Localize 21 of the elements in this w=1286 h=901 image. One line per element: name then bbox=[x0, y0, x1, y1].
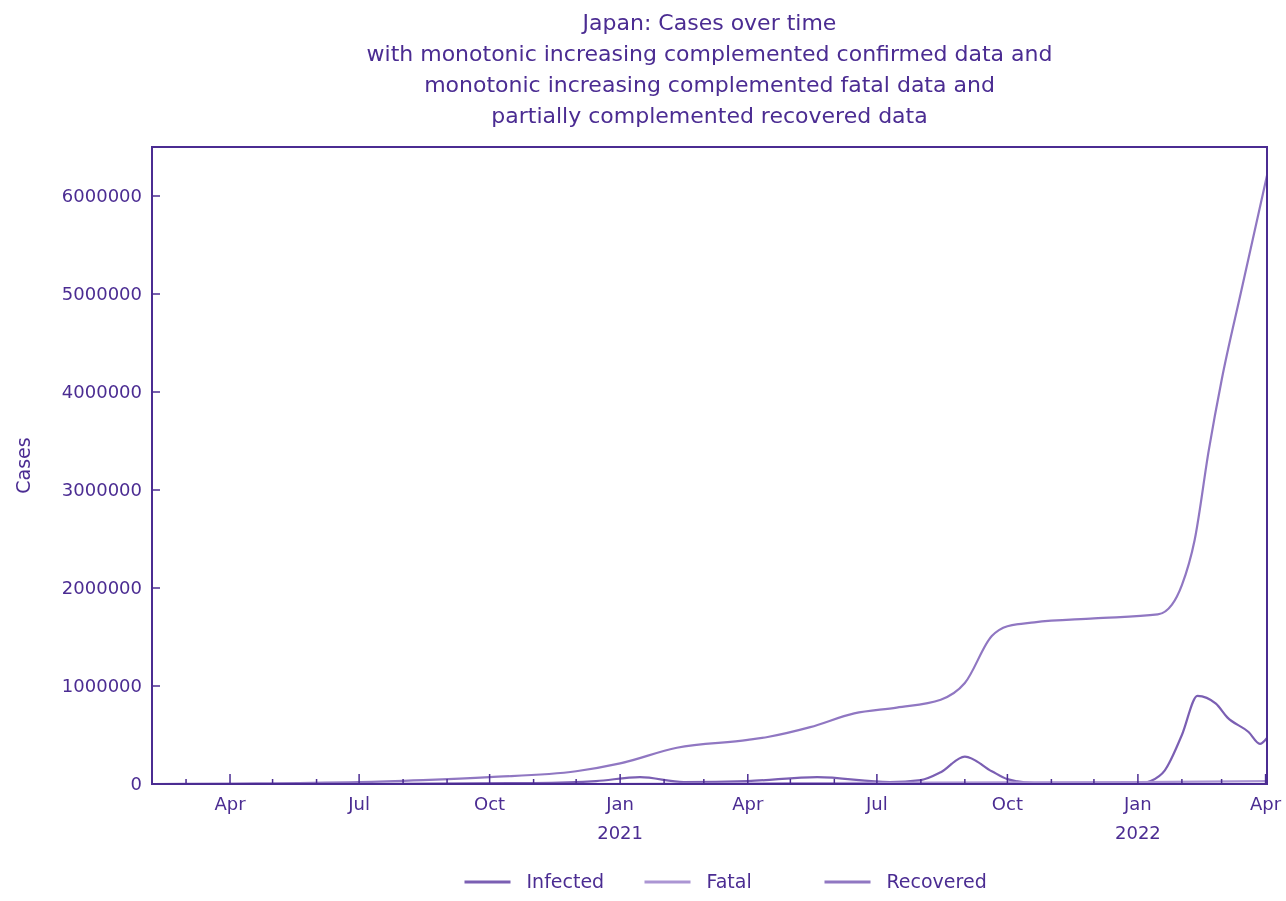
x-tick-label: Apr bbox=[214, 793, 247, 814]
legend-label: Infected bbox=[526, 870, 605, 892]
y-axis-title: Cases bbox=[12, 437, 34, 494]
x-tick-label: Oct bbox=[474, 793, 506, 814]
legend-label: Recovered bbox=[886, 870, 987, 892]
chart-title: Japan: Cases over time with monotonic increasing complemented confirmed data and monotonic increasing complemented fatal data and partially complemented recovered data bbox=[366, 10, 1053, 128]
x-tick-label: Jan 2021 bbox=[597, 793, 644, 843]
y-tick-label: 6000000 bbox=[61, 185, 142, 207]
x-tick-label: Jul bbox=[347, 793, 370, 814]
y-tick-label: 4000000 bbox=[61, 381, 142, 403]
legend-label: Fatal bbox=[706, 870, 752, 892]
x-tick-label: Jul bbox=[865, 793, 888, 814]
y-tick-label: 1000000 bbox=[61, 675, 142, 697]
x-tick-label: Oct bbox=[991, 793, 1023, 814]
y-tick-label: 0 bbox=[130, 773, 142, 795]
y-tick-label: 2000000 bbox=[61, 577, 142, 599]
x-tick-label: Apr bbox=[732, 793, 764, 814]
y-tick-label: 5000000 bbox=[61, 283, 142, 305]
x-tick-label: Jan 2022 bbox=[1115, 793, 1161, 843]
x-tick-label: Apr bbox=[1250, 793, 1282, 814]
y-tick-label: 3000000 bbox=[61, 479, 142, 501]
